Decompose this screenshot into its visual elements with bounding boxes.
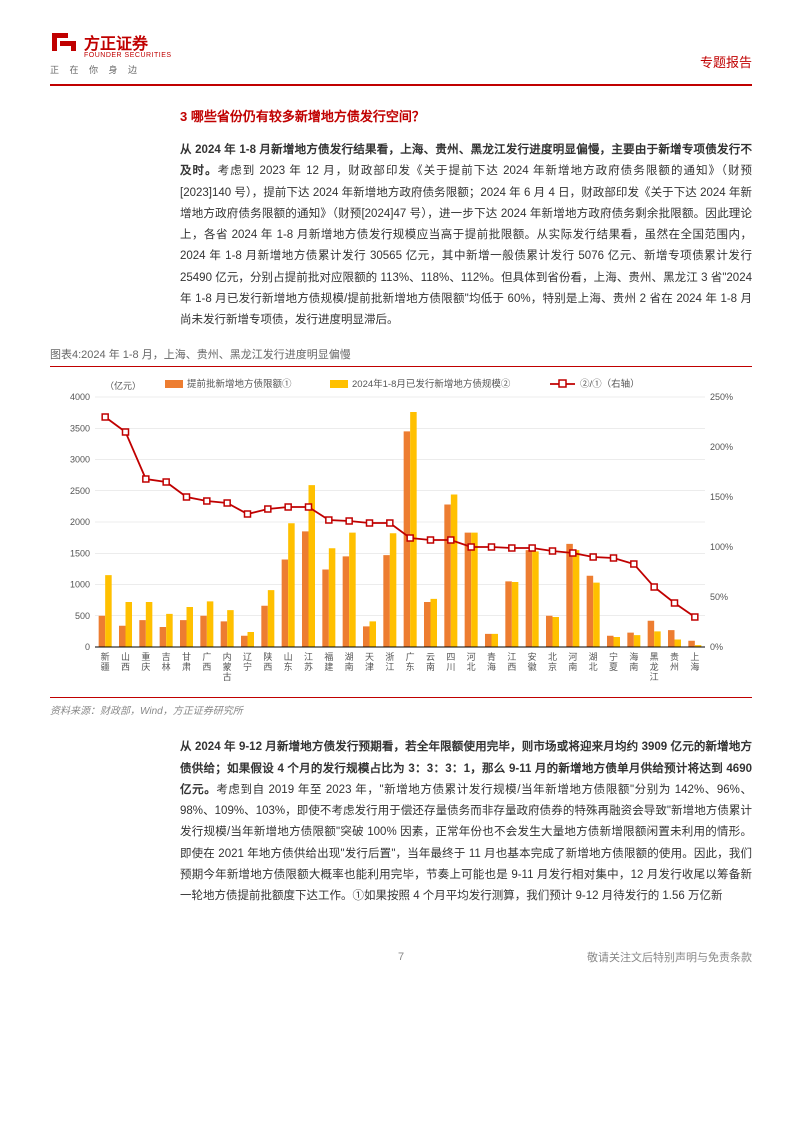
page-number: 7 xyxy=(398,951,404,963)
svg-text:京: 京 xyxy=(548,661,557,672)
svg-text:辽: 辽 xyxy=(243,652,252,662)
svg-text:江: 江 xyxy=(385,662,394,672)
svg-text:蒙: 蒙 xyxy=(223,661,232,672)
para1-rest: 考虑到 2023 年 12 月，财政部印发《关于提前下达 2024 年新增地方政… xyxy=(180,165,752,326)
logo-cn-text: 方正证券 xyxy=(84,30,148,54)
chart-source: 资料来源：财政部，Wind，方正证券研究所 xyxy=(50,697,752,717)
logo-en-text: FOUNDER SECURITIES xyxy=(84,52,172,59)
svg-text:0: 0 xyxy=(85,642,90,652)
svg-text:2024年1-8月已发行新增地方债规模②: 2024年1-8月已发行新增地方债规模② xyxy=(352,378,511,390)
svg-text:（亿元）: （亿元） xyxy=(105,380,141,391)
svg-text:津: 津 xyxy=(365,662,374,672)
svg-text:安: 安 xyxy=(528,651,537,662)
svg-text:甘: 甘 xyxy=(182,651,191,662)
footer-disclaimer: 敬请关注文后特别声明与免责条款 xyxy=(587,949,752,965)
tagline: 正 在 你 身 边 xyxy=(50,63,141,76)
svg-text:青: 青 xyxy=(487,651,496,662)
svg-text:江: 江 xyxy=(650,672,659,682)
svg-text:河: 河 xyxy=(568,651,577,662)
svg-text:福: 福 xyxy=(324,651,333,662)
svg-text:湖: 湖 xyxy=(345,652,354,662)
svg-text:西: 西 xyxy=(263,662,272,672)
svg-text:2500: 2500 xyxy=(70,486,90,496)
body-paragraph-2: 从 2024 年 9-12 月新增地方债发行预期看，若全年限额使用完毕，则市场或… xyxy=(180,737,752,907)
svg-text:陕: 陕 xyxy=(263,651,272,662)
svg-text:庆: 庆 xyxy=(141,661,150,672)
svg-text:北: 北 xyxy=(589,662,598,672)
svg-text:川: 川 xyxy=(446,662,455,672)
page-header: 方正证券 FOUNDER SECURITIES 正 在 你 身 边 专题报告 xyxy=(50,30,752,86)
svg-text:山: 山 xyxy=(284,652,293,662)
svg-text:南: 南 xyxy=(426,661,435,672)
svg-text:2000: 2000 xyxy=(70,517,90,527)
svg-text:河: 河 xyxy=(467,651,476,662)
logo-block: 方正证券 FOUNDER SECURITIES 正 在 你 身 边 xyxy=(50,30,172,76)
body-paragraph-1: 从 2024 年 1-8 月新增地方债发行结果看，上海、贵州、黑龙江发行进度明显… xyxy=(180,140,752,331)
svg-text:四: 四 xyxy=(446,652,455,662)
svg-text:②/①（右轴）: ②/①（右轴） xyxy=(580,378,640,390)
svg-text:南: 南 xyxy=(629,661,638,672)
svg-text:苏: 苏 xyxy=(304,661,313,672)
svg-text:天: 天 xyxy=(365,652,374,662)
svg-text:3500: 3500 xyxy=(70,424,90,434)
svg-text:宁: 宁 xyxy=(609,651,618,662)
svg-text:150%: 150% xyxy=(710,492,733,502)
svg-text:海: 海 xyxy=(690,661,699,672)
svg-text:海: 海 xyxy=(629,651,638,662)
svg-text:内: 内 xyxy=(223,651,232,662)
svg-text:1500: 1500 xyxy=(70,549,90,559)
chart-caption: 图表4:2024 年 1-8 月，上海、贵州、黑龙江发行进度明显偏慢 xyxy=(50,346,752,367)
svg-text:50%: 50% xyxy=(710,592,728,602)
svg-text:湖: 湖 xyxy=(589,652,598,662)
svg-text:州: 州 xyxy=(670,662,679,672)
svg-text:广: 广 xyxy=(202,651,211,662)
company-logo-icon xyxy=(50,31,78,53)
svg-text:林: 林 xyxy=(162,661,171,672)
svg-text:提前批新增地方债限额①: 提前批新增地方债限额① xyxy=(187,378,292,390)
svg-text:1000: 1000 xyxy=(70,580,90,590)
svg-text:山: 山 xyxy=(121,652,130,662)
svg-text:龙: 龙 xyxy=(650,661,659,672)
svg-text:上: 上 xyxy=(690,652,699,662)
svg-text:夏: 夏 xyxy=(609,662,618,672)
svg-text:徽: 徽 xyxy=(528,661,537,672)
svg-text:东: 东 xyxy=(284,661,293,672)
svg-text:江: 江 xyxy=(507,652,516,662)
svg-text:宁: 宁 xyxy=(243,661,252,672)
svg-text:古: 古 xyxy=(223,671,232,682)
svg-text:4000: 4000 xyxy=(70,392,90,402)
svg-text:疆: 疆 xyxy=(101,662,110,672)
svg-text:北: 北 xyxy=(548,652,557,662)
svg-text:北: 北 xyxy=(467,662,476,672)
svg-text:建: 建 xyxy=(324,661,333,672)
svg-text:贵: 贵 xyxy=(670,651,679,662)
svg-text:重: 重 xyxy=(141,651,150,662)
doc-type-label: 专题报告 xyxy=(700,52,752,71)
svg-text:东: 东 xyxy=(406,661,415,672)
svg-text:广: 广 xyxy=(406,651,415,662)
svg-text:西: 西 xyxy=(121,662,130,672)
page-footer: 7 敬请关注文后特别声明与免责条款 xyxy=(0,949,802,965)
svg-text:500: 500 xyxy=(75,611,90,621)
svg-text:0%: 0% xyxy=(710,642,723,652)
svg-text:云: 云 xyxy=(426,652,435,662)
svg-text:西: 西 xyxy=(507,662,516,672)
para2-rest: 考虑到自 2019 年至 2023 年，"新增地方债累计发行规模/当年新增地方债… xyxy=(180,784,752,902)
svg-text:3000: 3000 xyxy=(70,455,90,465)
svg-text:南: 南 xyxy=(345,661,354,672)
svg-text:200%: 200% xyxy=(710,442,733,452)
svg-text:100%: 100% xyxy=(710,542,733,552)
svg-text:浙: 浙 xyxy=(385,651,394,662)
section-title: 3 哪些省份仍有较多新增地方债发行空间？ xyxy=(180,106,752,125)
svg-text:海: 海 xyxy=(487,661,496,672)
svg-text:肃: 肃 xyxy=(182,661,191,672)
svg-text:西: 西 xyxy=(202,662,211,672)
svg-text:江: 江 xyxy=(304,652,313,662)
svg-text:250%: 250% xyxy=(710,392,733,402)
chart-4: 0 500 1000 1500 2000 2500 3000 3500 4000 0% 50% 100… xyxy=(50,372,750,692)
svg-text:吉: 吉 xyxy=(162,652,171,662)
svg-text:南: 南 xyxy=(568,661,577,672)
svg-text:新: 新 xyxy=(101,651,110,662)
svg-text:黑: 黑 xyxy=(650,652,659,662)
